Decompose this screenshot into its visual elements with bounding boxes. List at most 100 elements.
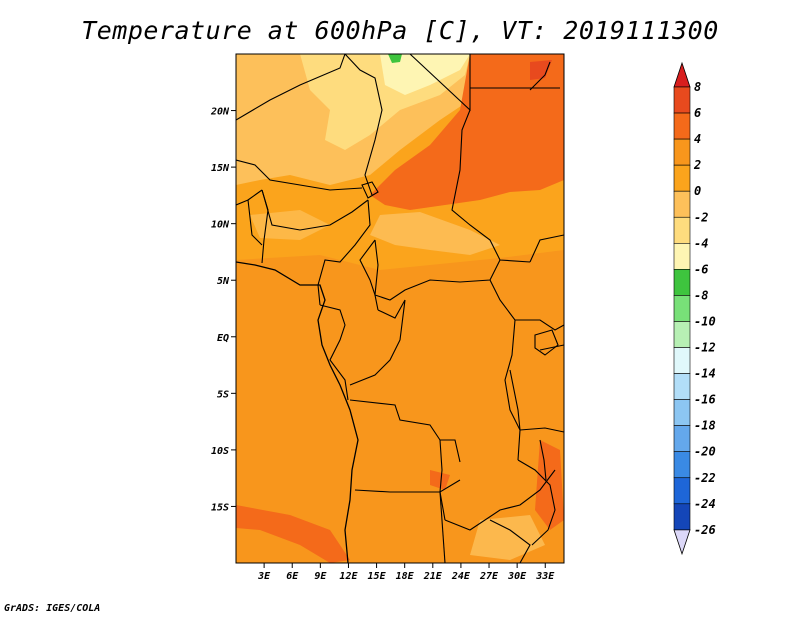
border-chad-sudan: [451, 109, 531, 263]
field-cool-sahel: [370, 212, 500, 255]
border-drc-angola: [349, 399, 461, 463]
border-drc-east: [489, 279, 521, 461]
colorbar-label: -12: [694, 341, 716, 355]
colorbar-label: -16: [694, 393, 716, 407]
colorbar-label: 0: [694, 184, 701, 198]
field-coolest-north: [380, 54, 470, 95]
border-westafrica-2: [247, 189, 263, 201]
colorbar-label: -26: [694, 523, 716, 537]
lon-tick-label: 9E: [314, 571, 327, 582]
colorbar-bottom-arrow: [673, 529, 691, 556]
border-zimbabwe: [489, 519, 531, 563]
lat-tick-label: 10N: [211, 220, 230, 231]
lat-tick-label: 10S: [211, 446, 229, 457]
map-frame: [235, 53, 565, 564]
lake-victoria: [534, 329, 559, 356]
lat-tick-label: 15S: [211, 502, 229, 513]
field-green-spot: [388, 54, 402, 63]
lon-tick-label: 21E: [423, 571, 443, 582]
border-gabon-congo: [319, 304, 349, 401]
colorbar-label: -10: [694, 314, 716, 328]
colorbar-segment: [673, 399, 691, 426]
colorbar-segment: [673, 477, 691, 505]
colorbar-label: -18: [694, 419, 716, 433]
lat-tick-label: 20N: [210, 107, 230, 118]
lon-tick-label: 3E: [257, 571, 271, 582]
chart-title: Temperature at 600hPa [C], VT: 201911130…: [81, 16, 719, 45]
colorbar-segment: [673, 112, 691, 140]
latitude-axis: 20N 15N 10N 5N EQ 5S 10S 15S: [210, 107, 236, 513]
colorbar-segment: [673, 243, 691, 270]
lon-tick-label: 12E: [339, 571, 358, 582]
colorbar-label: -14: [694, 367, 716, 381]
colorbar-segment: [673, 373, 691, 400]
lon-tick-label: 27E: [479, 571, 499, 582]
lake-chad: [361, 181, 379, 199]
border-angola-zambia: [439, 439, 446, 521]
lat-tick-label: 5N: [217, 276, 230, 287]
colorbar-label: -6: [694, 262, 708, 276]
colorbar-segment: [673, 164, 691, 192]
lake-tanganyika: [509, 369, 521, 431]
colorbar-segment: [673, 138, 691, 166]
lon-tick-label: 33E: [535, 571, 555, 582]
lat-tick-label: 15N: [211, 163, 230, 174]
field-warmer-northeast: [370, 54, 564, 210]
country-borders: [236, 54, 564, 563]
coastline-guinea: [236, 261, 359, 563]
colorbar-label: 4: [694, 132, 701, 146]
colorbar-label: -22: [694, 471, 716, 485]
colorbar-segment: [673, 425, 691, 452]
lon-tick-label: 15E: [368, 571, 387, 582]
colorbar-label: -4: [694, 236, 708, 250]
colorbar: 8 6 4 2 0 -2 -4 -6 -8 -10 -12 -14 -16 -18 -20 -22 -24 -26: [673, 61, 716, 556]
colorbar-segment: [673, 321, 691, 348]
border-mozambique: [517, 459, 556, 546]
field-warm-central: [236, 250, 564, 563]
field-warmer-south: [430, 470, 450, 490]
border-angola-namibia: [354, 479, 461, 493]
lake-malawi: [539, 439, 547, 481]
lon-tick-label: 6E: [286, 571, 299, 582]
colorbar-label: -24: [694, 497, 716, 511]
colorbar-top-arrow: [673, 61, 691, 88]
lon-tick-label: 18E: [396, 571, 415, 582]
colorbar-label: -8: [694, 288, 708, 302]
colorbar-segment: [673, 190, 691, 218]
border-westafrica-1: [236, 199, 263, 246]
colorbar-segment: [673, 216, 691, 244]
border-nigeria-north: [261, 189, 369, 231]
colorbar-segment: [673, 347, 691, 374]
colorbar-segment: [673, 503, 691, 531]
border-car-south: [374, 239, 501, 301]
border-namibia-botswana: [439, 491, 446, 563]
border-libya-niger: [236, 54, 346, 121]
nile-coast: [529, 61, 551, 91]
colorbar-label: 8: [694, 80, 701, 94]
border-zambia-south: [444, 469, 556, 531]
colorbar-segment: [673, 295, 691, 322]
longitude-axis: 3E 6E 9E 12E 15E 18E 21E 24E 27E 30E 33E: [257, 563, 555, 582]
border-uganda-kenya: [515, 319, 564, 331]
border-benin-nigeria: [261, 189, 269, 264]
border-mali-niger: [236, 159, 363, 191]
colorbar-segment: [673, 451, 691, 479]
border-kenya-tanzania: [539, 344, 564, 351]
field-warmer-southwest: [236, 505, 350, 563]
colorbar-segment: [673, 269, 691, 296]
lat-tick-label: 5S: [217, 389, 229, 400]
colorbar-label: -2: [694, 210, 708, 224]
grads-credit: GrADS: IGES/COLA: [4, 603, 101, 614]
field-warmer-tip: [530, 60, 552, 80]
colorbar-label: 6: [694, 106, 701, 120]
lon-tick-label: 24E: [451, 571, 471, 582]
colorbar-segment: [673, 86, 691, 114]
colorbar-label: 2: [693, 158, 701, 172]
border-tanzania-south: [519, 427, 564, 433]
colorbar-label: -20: [694, 445, 716, 459]
border-niger-chad: [344, 54, 383, 196]
border-ethiopia: [529, 234, 564, 263]
lat-tick-label: EQ: [217, 333, 229, 344]
field-cool-southeast: [470, 515, 545, 560]
